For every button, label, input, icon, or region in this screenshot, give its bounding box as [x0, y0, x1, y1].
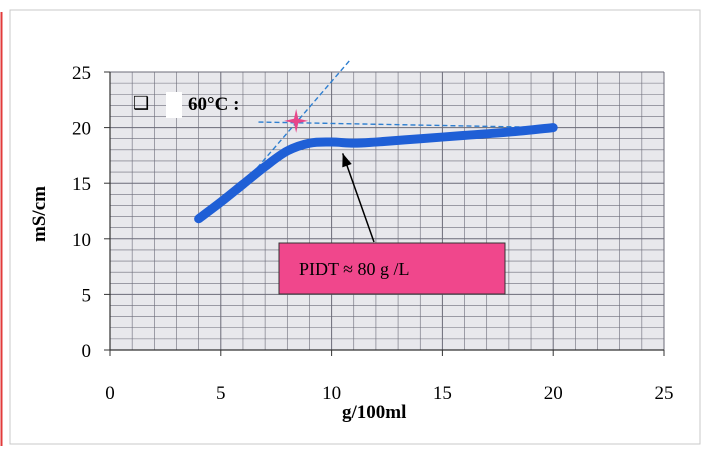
y-tick-label: 20 [72, 119, 91, 140]
x-tick-label: 20 [544, 383, 563, 404]
legend: ❑ 60°C : [133, 92, 239, 118]
y-tick-label: 15 [72, 174, 91, 195]
annotation-text: PIDT ≈ 80 g /L [299, 259, 410, 279]
annotation-arrow [341, 153, 375, 243]
major-grid [109, 71, 665, 351]
legend-label: 60°C : [188, 94, 239, 115]
x-tick-label: 25 [655, 383, 674, 404]
series-line [194, 123, 558, 224]
legend-swatch [166, 92, 182, 118]
tangent-line [258, 121, 554, 129]
x-tick-label: 5 [216, 383, 226, 404]
legend-marker: ❑ [133, 93, 149, 113]
annotation-arrow-head [342, 153, 352, 168]
minor-grid [110, 72, 664, 350]
x-tick-label: 15 [433, 383, 452, 404]
y-tick-label: 0 [82, 341, 92, 362]
y-axis-label: mS/cm [29, 186, 50, 242]
y-tick-labels: 0 5 10 15 20 25 [72, 63, 91, 362]
x-tick-label: 0 [105, 383, 115, 404]
x-tick-labels: 0 5 10 15 20 25 [105, 383, 673, 404]
x-tick-label: 10 [322, 383, 341, 404]
annotation-box [278, 242, 506, 295]
intersection-star-marker [284, 108, 309, 133]
x-axis-label: g/100ml [342, 402, 406, 423]
y-tick-label: 5 [82, 285, 92, 306]
axes [104, 71, 665, 356]
annotation-callout: PIDT ≈ 80 g /L [278, 153, 506, 295]
y-tick-label: 10 [72, 230, 91, 251]
y-tick-label: 25 [72, 63, 91, 84]
